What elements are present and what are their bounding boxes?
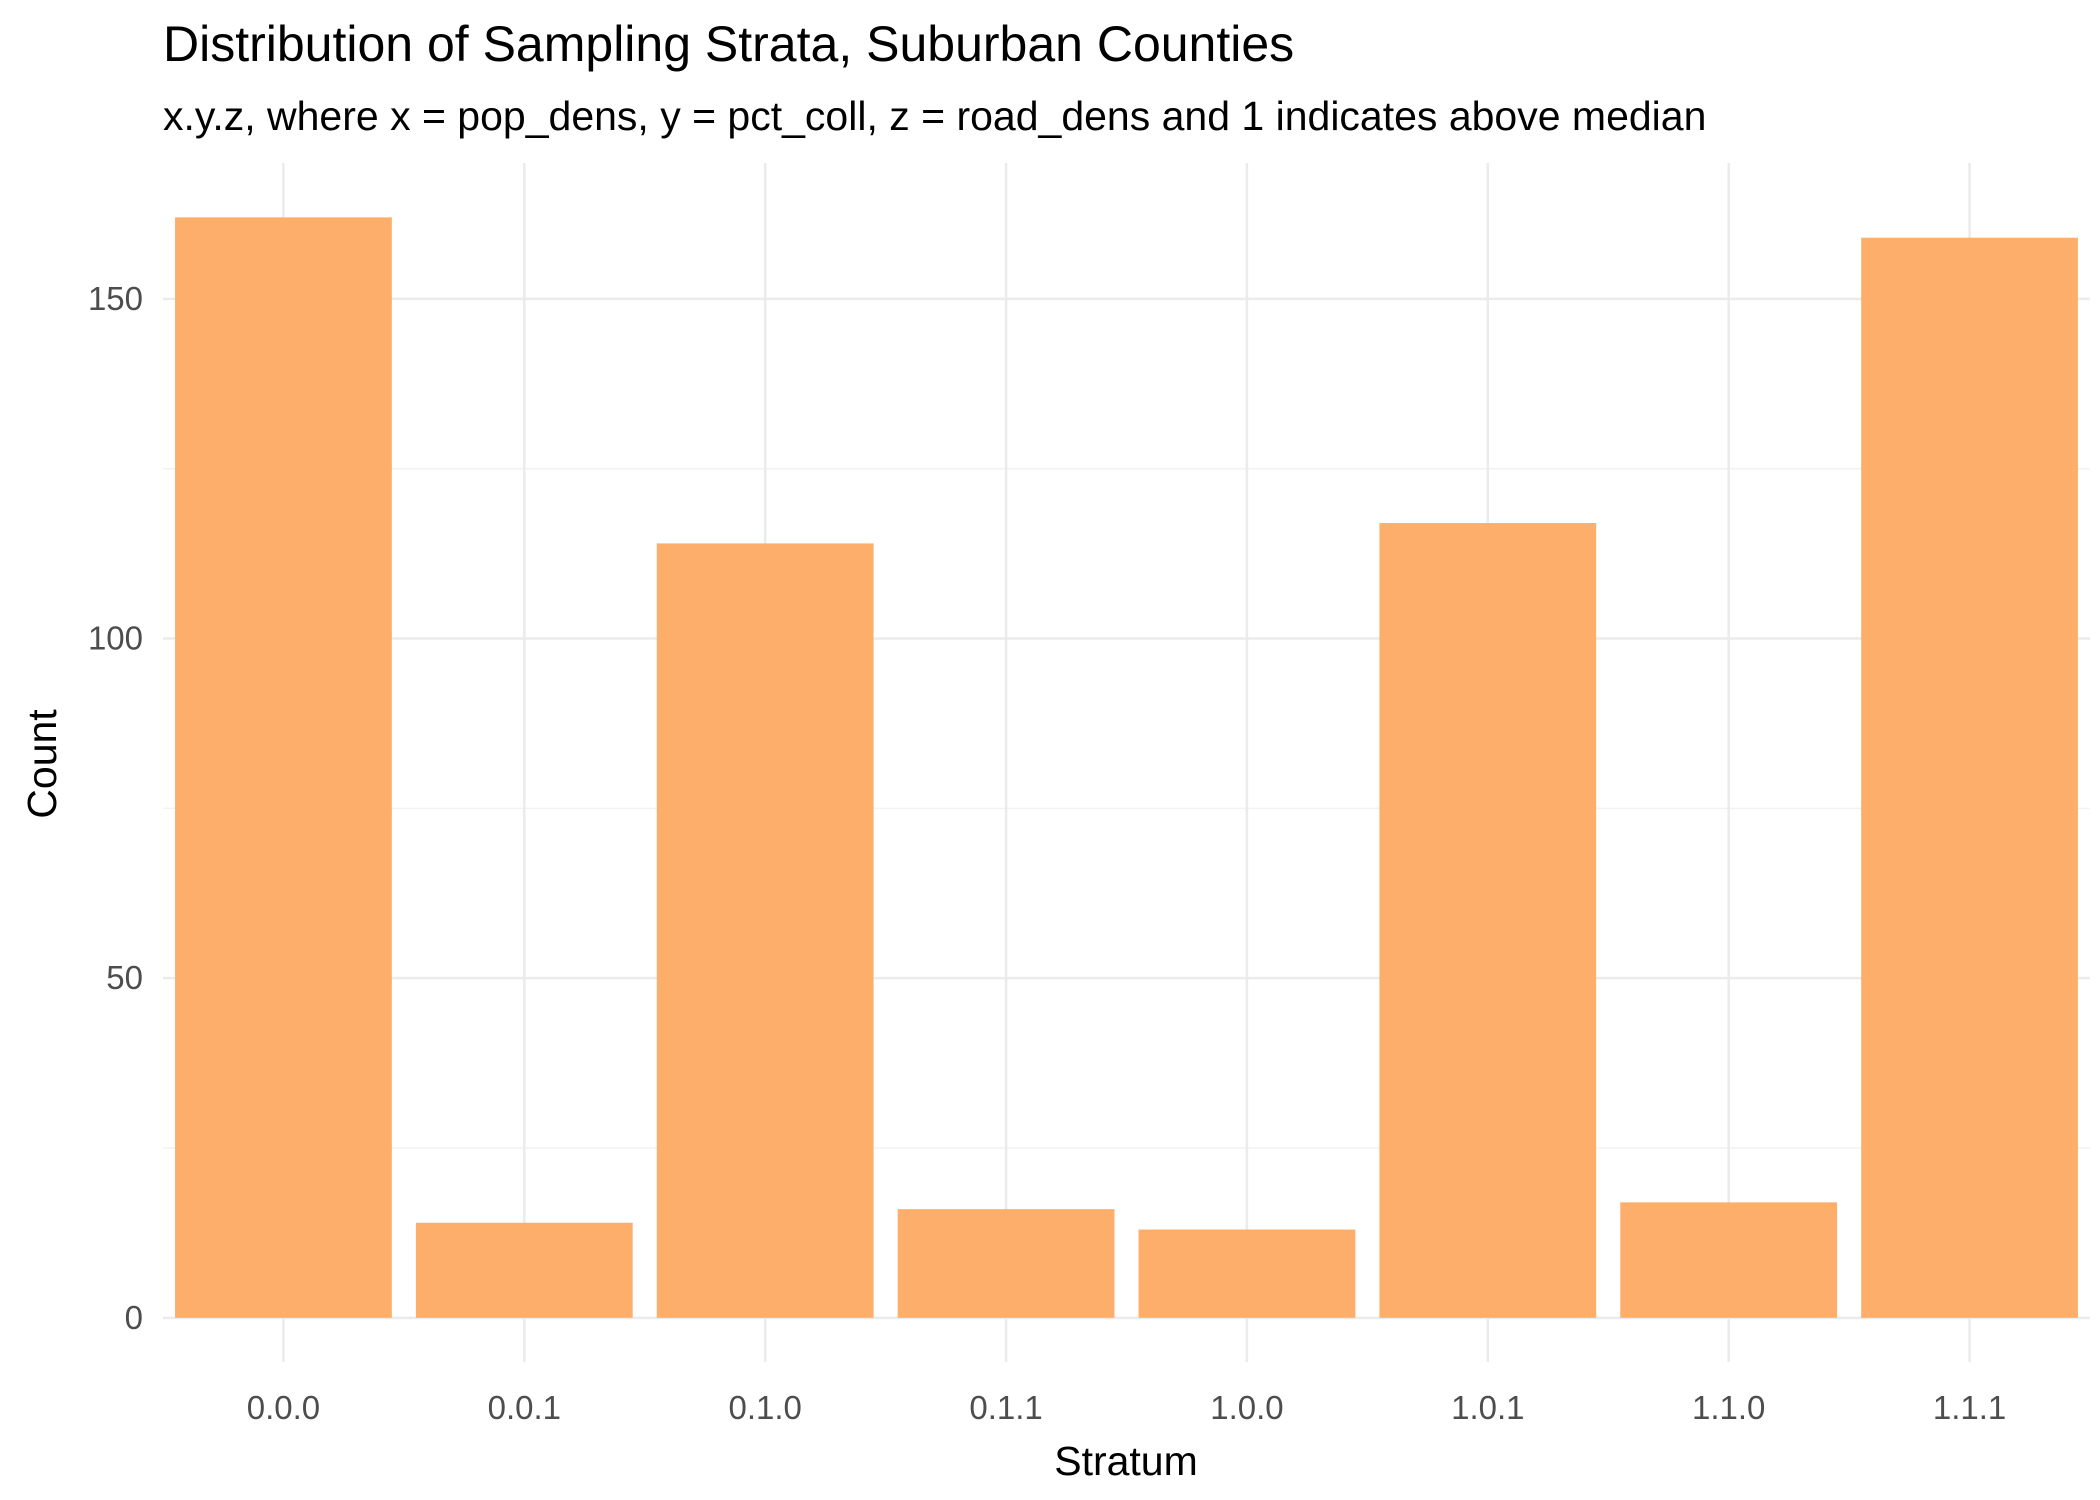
bar-1-1-1	[1861, 237, 2078, 1318]
y-tick-label: 0	[125, 1299, 143, 1336]
x-tick-label: 0.1.1	[969, 1389, 1042, 1426]
y-tick-label: 150	[88, 280, 143, 317]
bar-1-0-1	[1379, 523, 1597, 1318]
bar-0-1-0	[656, 543, 874, 1318]
x-tick-label: 0.1.0	[728, 1389, 801, 1426]
gridlines	[163, 163, 2090, 1362]
x-tick-label: 0.0.1	[488, 1389, 561, 1426]
x-axis-ticks: 0.0.0 0.0.1 0.1.0 0.1.1 1.0.0 1.0.1 1.1.0 1.1.1	[247, 1389, 2007, 1426]
chart-subtitle: x.y.z, where x = pop_dens, y = pct_coll,…	[163, 93, 1706, 139]
bar-0-0-0	[175, 217, 392, 1318]
y-tick-label: 100	[88, 620, 143, 657]
x-tick-label: 1.0.0	[1210, 1389, 1283, 1426]
x-axis-title: Stratum	[1054, 1438, 1198, 1484]
bar-1-1-0	[1620, 1202, 1838, 1318]
bar-1-0-0	[1138, 1229, 1356, 1318]
x-tick-label: 1.1.0	[1692, 1389, 1765, 1426]
y-axis-ticks: 0 50 100 150	[88, 280, 143, 1336]
y-tick-label: 50	[106, 959, 143, 996]
x-tick-label: 1.1.1	[1933, 1389, 2006, 1426]
bar-0-0-1	[415, 1222, 633, 1318]
x-tick-label: 0.0.0	[247, 1389, 320, 1426]
chart-title: Distribution of Sampling Strata, Suburba…	[163, 16, 1294, 72]
bar-0-1-1	[897, 1209, 1115, 1318]
y-axis-title: Count	[19, 709, 65, 819]
x-tick-label: 1.0.1	[1451, 1389, 1524, 1426]
bars	[175, 217, 2078, 1318]
